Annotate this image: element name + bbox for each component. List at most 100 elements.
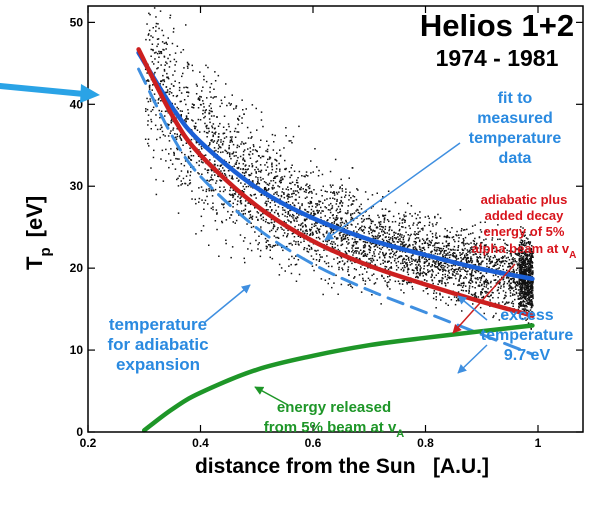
scatter-point	[442, 254, 444, 256]
scatter-point	[211, 131, 213, 133]
scatter-point	[315, 203, 317, 205]
scatter-point	[311, 205, 314, 208]
scatter-point	[219, 186, 221, 188]
scatter-point	[275, 171, 277, 173]
scatter-point	[523, 269, 526, 271]
scatter-point	[257, 243, 259, 246]
scatter-point	[452, 264, 455, 266]
scatter-point	[461, 228, 463, 230]
scatter-point	[523, 240, 526, 242]
scatter-point	[520, 288, 522, 290]
scatter-point	[168, 93, 171, 95]
scatter-point	[174, 64, 176, 66]
scatter-point	[486, 279, 489, 282]
scatter-point	[303, 218, 306, 221]
scatter-point	[418, 245, 421, 248]
scatter-point	[350, 204, 352, 206]
scatter-point	[444, 283, 447, 285]
scatter-point	[362, 279, 364, 282]
scatter-point	[412, 224, 414, 226]
scatter-point	[363, 225, 366, 228]
scatter-point	[459, 209, 462, 211]
scatter-point	[447, 304, 449, 306]
scatter-point	[512, 305, 514, 307]
scatter-point	[150, 118, 152, 121]
scatter-point	[215, 96, 217, 98]
scatter-point	[519, 267, 521, 269]
scatter-point	[407, 245, 409, 247]
scatter-point	[405, 231, 407, 234]
scatter-point	[437, 267, 439, 269]
scatter-point	[232, 152, 234, 155]
scatter-point	[289, 214, 291, 216]
scatter-point	[421, 238, 424, 240]
scatter-point	[222, 126, 225, 128]
scatter-point	[395, 262, 397, 264]
scatter-point	[500, 285, 502, 287]
scatter-point	[470, 273, 473, 275]
scatter-point	[525, 271, 527, 273]
scatter-point	[195, 141, 198, 143]
scatter-point	[315, 264, 318, 266]
scatter-point	[416, 237, 418, 239]
scatter-point	[506, 249, 508, 252]
scatter-point	[260, 169, 263, 172]
scatter-point	[443, 262, 446, 264]
scatter-point	[278, 186, 281, 188]
scatter-point	[388, 236, 390, 238]
scatter-point	[255, 171, 257, 173]
scatter-point	[213, 132, 215, 134]
scatter-point	[433, 292, 435, 294]
scatter-point	[360, 253, 363, 255]
scatter-point	[490, 260, 492, 263]
scatter-point	[438, 263, 441, 266]
scatter-point	[176, 178, 178, 181]
scatter-point	[508, 279, 510, 282]
scatter-point	[445, 249, 447, 252]
scatter-point	[157, 67, 159, 69]
scatter-point	[304, 209, 307, 211]
scatter-point	[295, 241, 297, 243]
scatter-point	[270, 229, 273, 232]
scatter-point	[409, 234, 411, 237]
scatter-point	[306, 211, 308, 213]
scatter-point	[529, 291, 532, 294]
scatter-point	[339, 234, 341, 237]
scatter-point	[162, 134, 165, 136]
scatter-point	[505, 257, 508, 259]
annotation-excess-arrow-up	[457, 295, 488, 321]
scatter-point	[249, 194, 252, 196]
scatter-point	[186, 118, 188, 120]
scatter-point	[271, 164, 273, 166]
scatter-point	[339, 202, 341, 204]
scatter-point	[290, 174, 293, 176]
scatter-point	[414, 212, 416, 215]
scatter-point	[508, 288, 510, 290]
scatter-point	[440, 264, 443, 267]
scatter-point	[276, 193, 278, 195]
scatter-point	[522, 264, 524, 267]
annotation-decay-line: energy of 5%	[484, 224, 565, 239]
scatter-point	[208, 180, 210, 182]
scatter-point	[443, 250, 445, 253]
scatter-point	[235, 191, 237, 193]
scatter-point	[520, 243, 523, 245]
scatter-point	[364, 280, 367, 282]
scatter-point	[208, 244, 210, 246]
scatter-point	[275, 175, 277, 178]
scatter-point	[173, 58, 176, 61]
scatter-point	[249, 214, 252, 216]
scatter-point	[273, 177, 275, 179]
scatter-point	[295, 280, 298, 282]
scatter-point	[300, 241, 302, 244]
scatter-point	[273, 225, 276, 227]
scatter-point	[445, 245, 448, 247]
scatter-point	[167, 37, 169, 39]
scatter-point	[195, 161, 198, 164]
scatter-point	[497, 268, 499, 270]
scatter-point	[329, 217, 331, 219]
scatter-point	[295, 255, 297, 257]
scatter-point	[398, 229, 401, 232]
scatter-point	[340, 257, 343, 259]
scatter-point	[483, 280, 485, 283]
